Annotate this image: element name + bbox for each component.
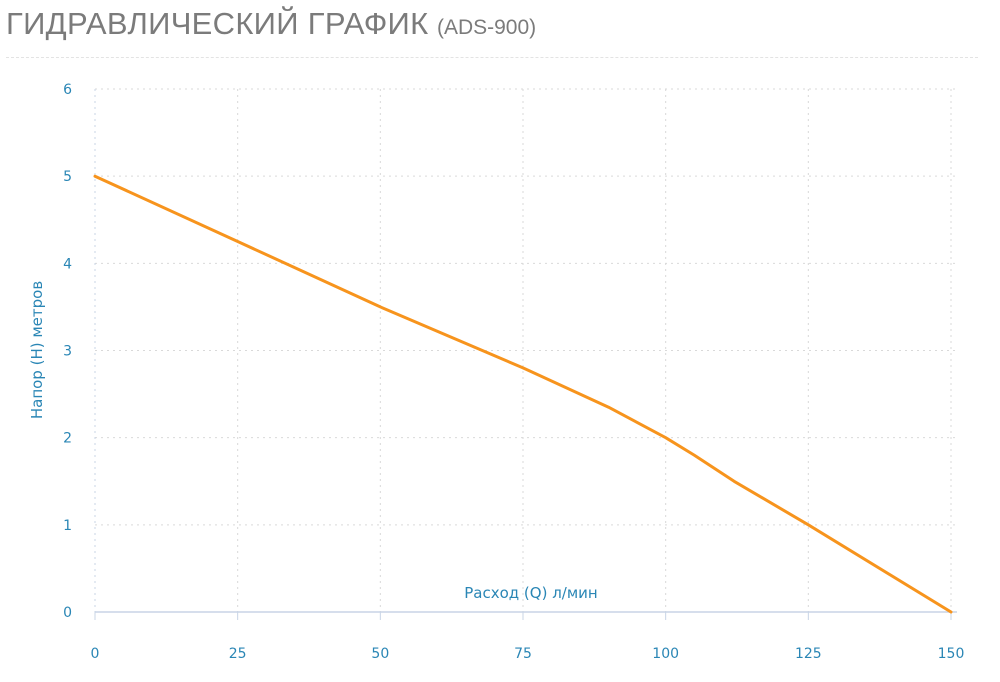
x-tick-label: 75 xyxy=(514,646,532,662)
y-tick-label: 0 xyxy=(63,605,72,621)
x-tick-label: 0 xyxy=(91,646,100,662)
y-axis-ticks: 0 1 2 3 4 5 6 xyxy=(63,82,72,621)
y-tick-label: 3 xyxy=(63,344,72,360)
chart-title-main: ГИДРАВЛИЧЕСКИЙ ГРАФИК xyxy=(6,6,429,41)
grid-lines xyxy=(95,88,957,612)
axes xyxy=(94,89,957,620)
y-tick-label: 6 xyxy=(63,82,72,98)
x-tick-label: 50 xyxy=(371,646,389,662)
series-group xyxy=(93,174,953,614)
y-tick-label: 2 xyxy=(63,431,72,447)
x-axis-label: Расход (Q) л/мин xyxy=(464,584,597,602)
x-tick-label: 25 xyxy=(229,646,247,662)
x-tick-label: 100 xyxy=(652,646,679,662)
chart-title: ГИДРАВЛИЧЕСКИЙ ГРАФИК (ADS-900) xyxy=(6,6,536,42)
series-line-0 xyxy=(93,174,953,614)
x-tick-label: 125 xyxy=(795,646,822,662)
y-axis-label: Напор (H) метров xyxy=(28,281,46,419)
x-axis-ticks: 0 25 50 75 100 125 150 xyxy=(91,646,965,662)
y-tick-label: 5 xyxy=(63,169,72,185)
title-divider xyxy=(6,57,978,58)
y-tick-label: 1 xyxy=(63,518,72,534)
y-tick-label: 4 xyxy=(63,256,72,272)
chart-title-model: (ADS-900) xyxy=(436,16,537,39)
x-tick-label: 150 xyxy=(938,646,965,662)
